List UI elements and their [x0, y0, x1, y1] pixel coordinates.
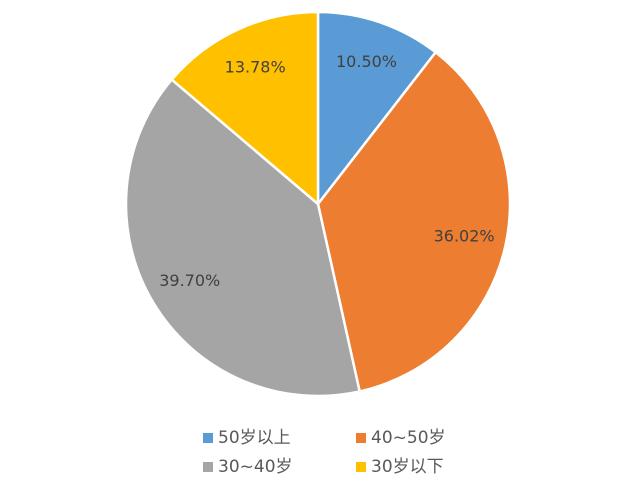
- data-label: 36.02%: [434, 226, 495, 245]
- data-label: 39.70%: [159, 271, 220, 290]
- pie-slice: [170, 10, 320, 207]
- pie-slice: [124, 77, 362, 398]
- legend-swatch: [203, 433, 213, 443]
- legend-label: 30~40岁: [218, 457, 293, 477]
- data-label: 10.50%: [336, 52, 397, 71]
- legend-label: 50岁以上: [218, 428, 291, 448]
- legend-swatch: [356, 433, 366, 443]
- data-label: 13.78%: [225, 58, 286, 77]
- legend-swatch: [203, 462, 213, 472]
- legend-label: 40~50岁: [371, 428, 446, 448]
- legend-swatch: [356, 462, 366, 472]
- pie-slice: [316, 10, 438, 208]
- legend-label: 30岁以下: [371, 457, 444, 477]
- pie-slice: [316, 50, 512, 393]
